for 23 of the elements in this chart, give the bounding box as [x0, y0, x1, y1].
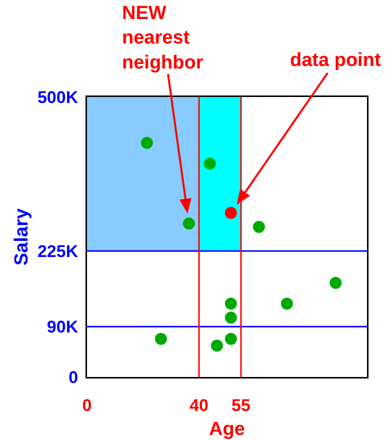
point	[224, 298, 237, 310]
point	[182, 218, 195, 230]
x-tick-label: 0	[82, 396, 92, 415]
annotation: NEW nearest neighbor	[122, 3, 204, 74]
x-tick-label: 40	[190, 396, 208, 415]
point	[330, 276, 342, 289]
point	[280, 298, 293, 310]
y-axis-title: Salary	[12, 208, 33, 266]
point	[252, 220, 265, 233]
point	[224, 312, 237, 324]
x-axis-title: Age	[209, 419, 245, 440]
annotation: data point	[290, 50, 382, 71]
point	[224, 332, 237, 345]
x-tick-label: 55	[232, 396, 250, 415]
y-tick-label: 0	[68, 368, 78, 387]
point	[154, 332, 167, 345]
point	[140, 136, 153, 149]
y-tick-label: 500K	[37, 88, 79, 107]
y-tick-label: 225K	[37, 242, 79, 261]
point	[204, 158, 216, 170]
point	[224, 206, 237, 219]
point	[210, 340, 223, 352]
y-tick-label: 90K	[46, 318, 79, 337]
